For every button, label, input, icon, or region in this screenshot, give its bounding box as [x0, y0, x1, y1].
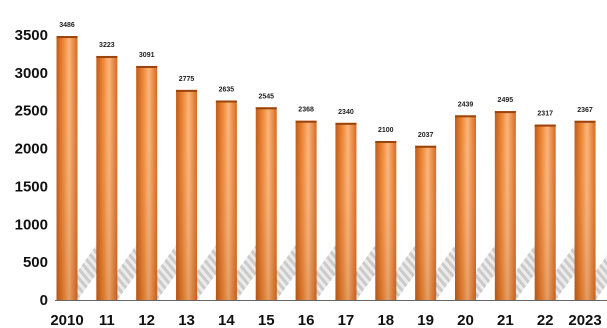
bar-shading	[574, 120, 596, 300]
data-label: 2340	[338, 109, 354, 116]
x-tick-label: 12	[138, 312, 155, 328]
x-tick-label: 2010	[50, 312, 83, 328]
data-label: 2545	[258, 93, 274, 100]
bar-top-edge	[494, 111, 516, 114]
bar-shading	[56, 36, 78, 301]
data-label: 2368	[298, 107, 314, 114]
bar-shading	[494, 111, 516, 300]
data-label: 3486	[59, 22, 75, 29]
bar-top-edge	[574, 120, 596, 123]
bar-top-edge	[295, 120, 317, 123]
x-tick-label: 22	[537, 312, 554, 328]
bar-shading	[455, 115, 476, 300]
y-tick-label: 2000	[15, 141, 48, 158]
y-tick-label: 1000	[15, 216, 48, 233]
x-tick-label: 14	[218, 312, 235, 328]
data-label: 2635	[219, 86, 235, 93]
data-label: 2775	[179, 76, 195, 83]
x-tick-label: 21	[497, 312, 514, 328]
data-label: 2367	[577, 107, 593, 114]
x-tick-label: 16	[298, 312, 315, 328]
x-tick-label: 20	[457, 312, 474, 328]
x-tick-label: 17	[338, 312, 355, 328]
y-tick-label: 500	[23, 254, 48, 271]
bar-top-edge	[534, 124, 556, 127]
data-label: 3223	[99, 42, 115, 49]
bar-top-edge	[215, 100, 237, 103]
data-label: 2495	[498, 97, 514, 104]
bar-shading	[415, 145, 437, 300]
data-label: 2037	[418, 132, 434, 139]
bar-shading	[255, 107, 277, 300]
bar-shading	[96, 55, 118, 301]
bar-top-edge	[415, 145, 437, 148]
bar-top-edge	[96, 55, 118, 58]
bar-top-edge	[136, 65, 158, 68]
x-ticks-group: 2010 11 12 13 14 15 16 17 18 19 20 21 22 2023	[50, 312, 601, 328]
x-tick-label: 13	[178, 312, 195, 328]
x-tick-label: 11	[99, 312, 115, 328]
y-tick-label: 3500	[15, 27, 48, 44]
bar-shading	[335, 122, 357, 300]
data-label: 2439	[458, 101, 474, 108]
x-tick-label: 18	[377, 312, 394, 328]
y-tick-label: 1500	[15, 178, 48, 195]
data-labels-group: 3486 3223 3091 2775 2635 2545 2368 2340 2100 2037…	[59, 22, 593, 139]
bar-shading	[215, 100, 237, 300]
bar-shading	[534, 124, 556, 300]
bar-top-edge	[56, 36, 78, 39]
bar-shading	[295, 120, 317, 300]
bars-group	[56, 36, 596, 301]
x-tick-label: 15	[258, 312, 275, 328]
bar-top-edge	[255, 107, 277, 110]
bar-top-edge	[335, 122, 357, 125]
y-ticks-group: 0 500 1000 1500 2000 2500 3000 3500	[15, 27, 48, 309]
y-tick-label: 0	[40, 292, 48, 309]
y-tick-label: 2500	[15, 103, 48, 120]
bar-top-edge	[375, 141, 397, 143]
data-label: 3091	[139, 52, 155, 59]
data-label: 2317	[537, 111, 553, 118]
bar-top-edge	[455, 115, 476, 118]
bar-shading	[176, 89, 198, 301]
x-tick-label: 19	[417, 312, 434, 328]
bar-shading	[136, 65, 158, 301]
data-label: 2100	[378, 127, 394, 134]
y-tick-label: 3000	[15, 65, 48, 82]
bar-shading	[375, 141, 397, 300]
bar-top-edge	[176, 89, 198, 92]
x-tick-label: 2023	[568, 312, 601, 328]
